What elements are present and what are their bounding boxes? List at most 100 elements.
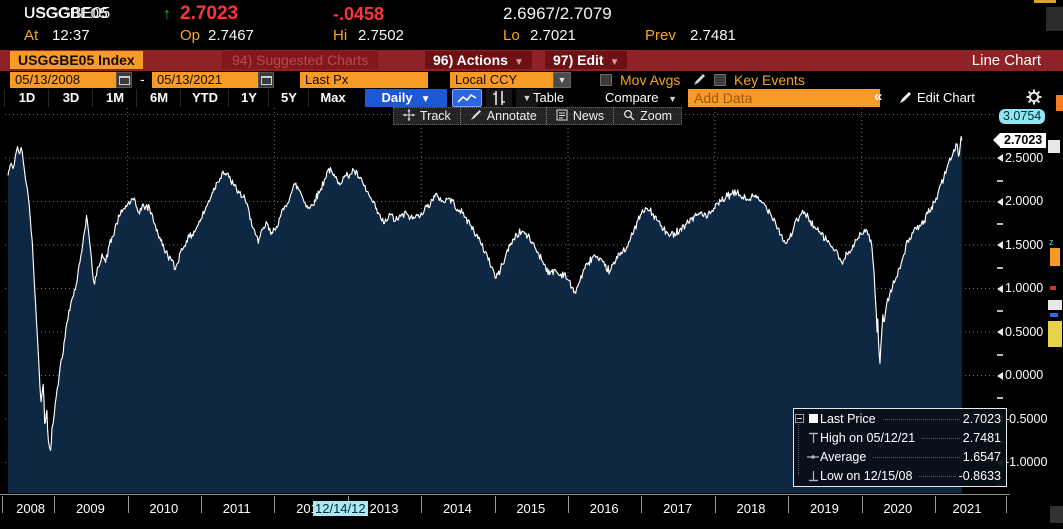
calendar-icon[interactable] [116, 72, 132, 88]
x-axis-separator [2, 496, 3, 513]
y-axis-label: 1.0000 [997, 281, 1059, 296]
open-label: Op [180, 27, 201, 44]
period-tab-1y[interactable]: 1Y [228, 89, 269, 107]
tick-arrow-icon [997, 154, 1003, 163]
x-axis-separator [127, 496, 129, 513]
price-change: -.0458 [333, 4, 385, 24]
x-axis-separator [714, 496, 716, 513]
price-field-select[interactable]: Last Px [300, 72, 428, 88]
chart-legend[interactable]: Last Price 2.7023 High on 05/12/21 2.7481 Av… [793, 408, 1007, 487]
prev-value: 2.7481 [690, 27, 736, 44]
panel-edge-icon [1050, 506, 1063, 523]
legend-expander-icon[interactable] [795, 414, 804, 423]
legend-value: 2.7023 [962, 411, 1001, 426]
mov-avgs-checkbox[interactable] [600, 74, 612, 86]
event-date-tag[interactable]: 12/14/12 [313, 501, 368, 516]
chevron-down-icon: ▼ [668, 94, 678, 104]
legend-tree-guide [798, 422, 800, 475]
collapse-toolbar-button[interactable]: « [874, 88, 883, 105]
candle-chart-type-button[interactable] [486, 89, 512, 107]
news-tool-button[interactable]: News [545, 107, 615, 125]
period-tab-ytd[interactable]: YTD [180, 89, 229, 107]
area-fill [8, 136, 962, 493]
x-axis-separator [274, 496, 276, 513]
x-axis-separator [861, 496, 863, 513]
currency-select[interactable]: Local CCY [450, 72, 560, 88]
last-price-badge: 2.7023 [992, 132, 1047, 148]
panel-edge-icon [1048, 300, 1062, 310]
legend-value: 1.6547 [962, 449, 1001, 464]
pencil-icon[interactable] [692, 73, 706, 87]
chevron-down-icon: ▼ [420, 94, 431, 105]
pencil-icon [900, 92, 911, 103]
actions-menu-button[interactable]: 96) Actions ▼ [425, 51, 532, 69]
frequency-button[interactable]: Daily ▼ [365, 89, 447, 107]
panel-edge-icon [1056, 95, 1063, 111]
x-axis-label: 2009 [75, 501, 105, 516]
legend-value: 2.7481 [962, 430, 1001, 445]
x-axis-label: 2021 [952, 501, 982, 516]
at-time: 12:37 [52, 27, 90, 44]
line-chart-icon [457, 93, 477, 103]
y-axis-minor-tick [997, 310, 1003, 313]
suggested-charts-button[interactable]: 94) Suggested Charts [222, 51, 379, 69]
panel-edge-block [1046, 7, 1063, 31]
annotate-icon [470, 109, 482, 124]
x-axis-label: 2011 [222, 501, 251, 516]
compare-button[interactable]: Compare ▼ [605, 90, 678, 105]
legend-label: Last Price [820, 411, 876, 426]
key-events-checkbox[interactable] [714, 74, 726, 86]
average-marker-icon [807, 454, 819, 459]
tick-arrow-icon [997, 197, 1003, 206]
add-data-input[interactable]: Add Data [688, 89, 880, 107]
y-axis-minor-tick [997, 179, 1003, 182]
gear-icon [1026, 89, 1042, 105]
panel-edge-icon [1050, 286, 1056, 290]
legend-row: Last Price 2.7023 [794, 409, 1006, 428]
period-tab-6m[interactable]: 6M [136, 89, 181, 107]
chart-type-dropdown-button[interactable]: ▼ [516, 89, 538, 107]
chart-type-label: Line Chart [971, 52, 1041, 69]
period-tab-max[interactable]: Max [308, 89, 357, 107]
key-events-label: Key Events [734, 72, 805, 88]
x-axis-label: 2015 [516, 501, 546, 516]
x-axis-separator [788, 496, 790, 513]
high-value: 2.7502 [358, 27, 404, 44]
zoom-tool-button[interactable]: Zoom [613, 107, 683, 125]
edit-menu-button[interactable]: 97) Edit ▼ [545, 51, 628, 69]
chart-settings-button[interactable] [1026, 89, 1042, 110]
x-axis-separator [421, 496, 423, 513]
calendar-icon[interactable] [258, 72, 274, 88]
line-chart-type-button[interactable] [452, 89, 482, 107]
period-tab-1m[interactable]: 1M [92, 89, 137, 107]
x-axis-label: 2019 [809, 501, 839, 516]
edit-chart-button[interactable]: Edit Chart [917, 90, 975, 105]
last-price: 2.7023 [180, 3, 239, 24]
period-tab-1d[interactable]: 1D [4, 89, 49, 107]
last-price-swatch [808, 414, 818, 423]
security-field[interactable]: USGGBE05 Index [10, 51, 143, 69]
period-tab-5y[interactable]: 5Y [268, 89, 309, 107]
legend-row: Average 1.6547 [794, 447, 1006, 466]
x-axis-separator [1006, 496, 1007, 513]
y-axis-minor-tick [997, 353, 1003, 356]
annotate-tool-button[interactable]: Annotate [459, 107, 547, 125]
low-label: Lo [503, 27, 520, 44]
track-icon [403, 108, 415, 124]
date-from-field[interactable]: 05/13/2008 [10, 72, 123, 88]
date-to-field[interactable]: 05/13/2021 [152, 72, 265, 88]
table-button[interactable]: Table [533, 90, 565, 105]
panel-edge-icon [1048, 321, 1062, 347]
currency-dropdown-button[interactable]: ▼ [553, 72, 571, 88]
legend-label: High on 05/12/21 [820, 430, 916, 445]
track-tool-button[interactable]: Track [393, 107, 461, 125]
y-axis-minor-tick [997, 397, 1003, 400]
y-axis-label: 0.0000 [997, 368, 1059, 383]
period-tab-3d[interactable]: 3D [48, 89, 93, 107]
y-axis-label: 2.0000 [997, 194, 1059, 209]
y-axis-label: 2.5000 [997, 151, 1059, 166]
x-axis-separator [568, 496, 570, 513]
x-axis-label: 2010 [149, 501, 179, 516]
price-chart-plot[interactable] [5, 108, 997, 493]
x-axis-separator [641, 496, 643, 513]
